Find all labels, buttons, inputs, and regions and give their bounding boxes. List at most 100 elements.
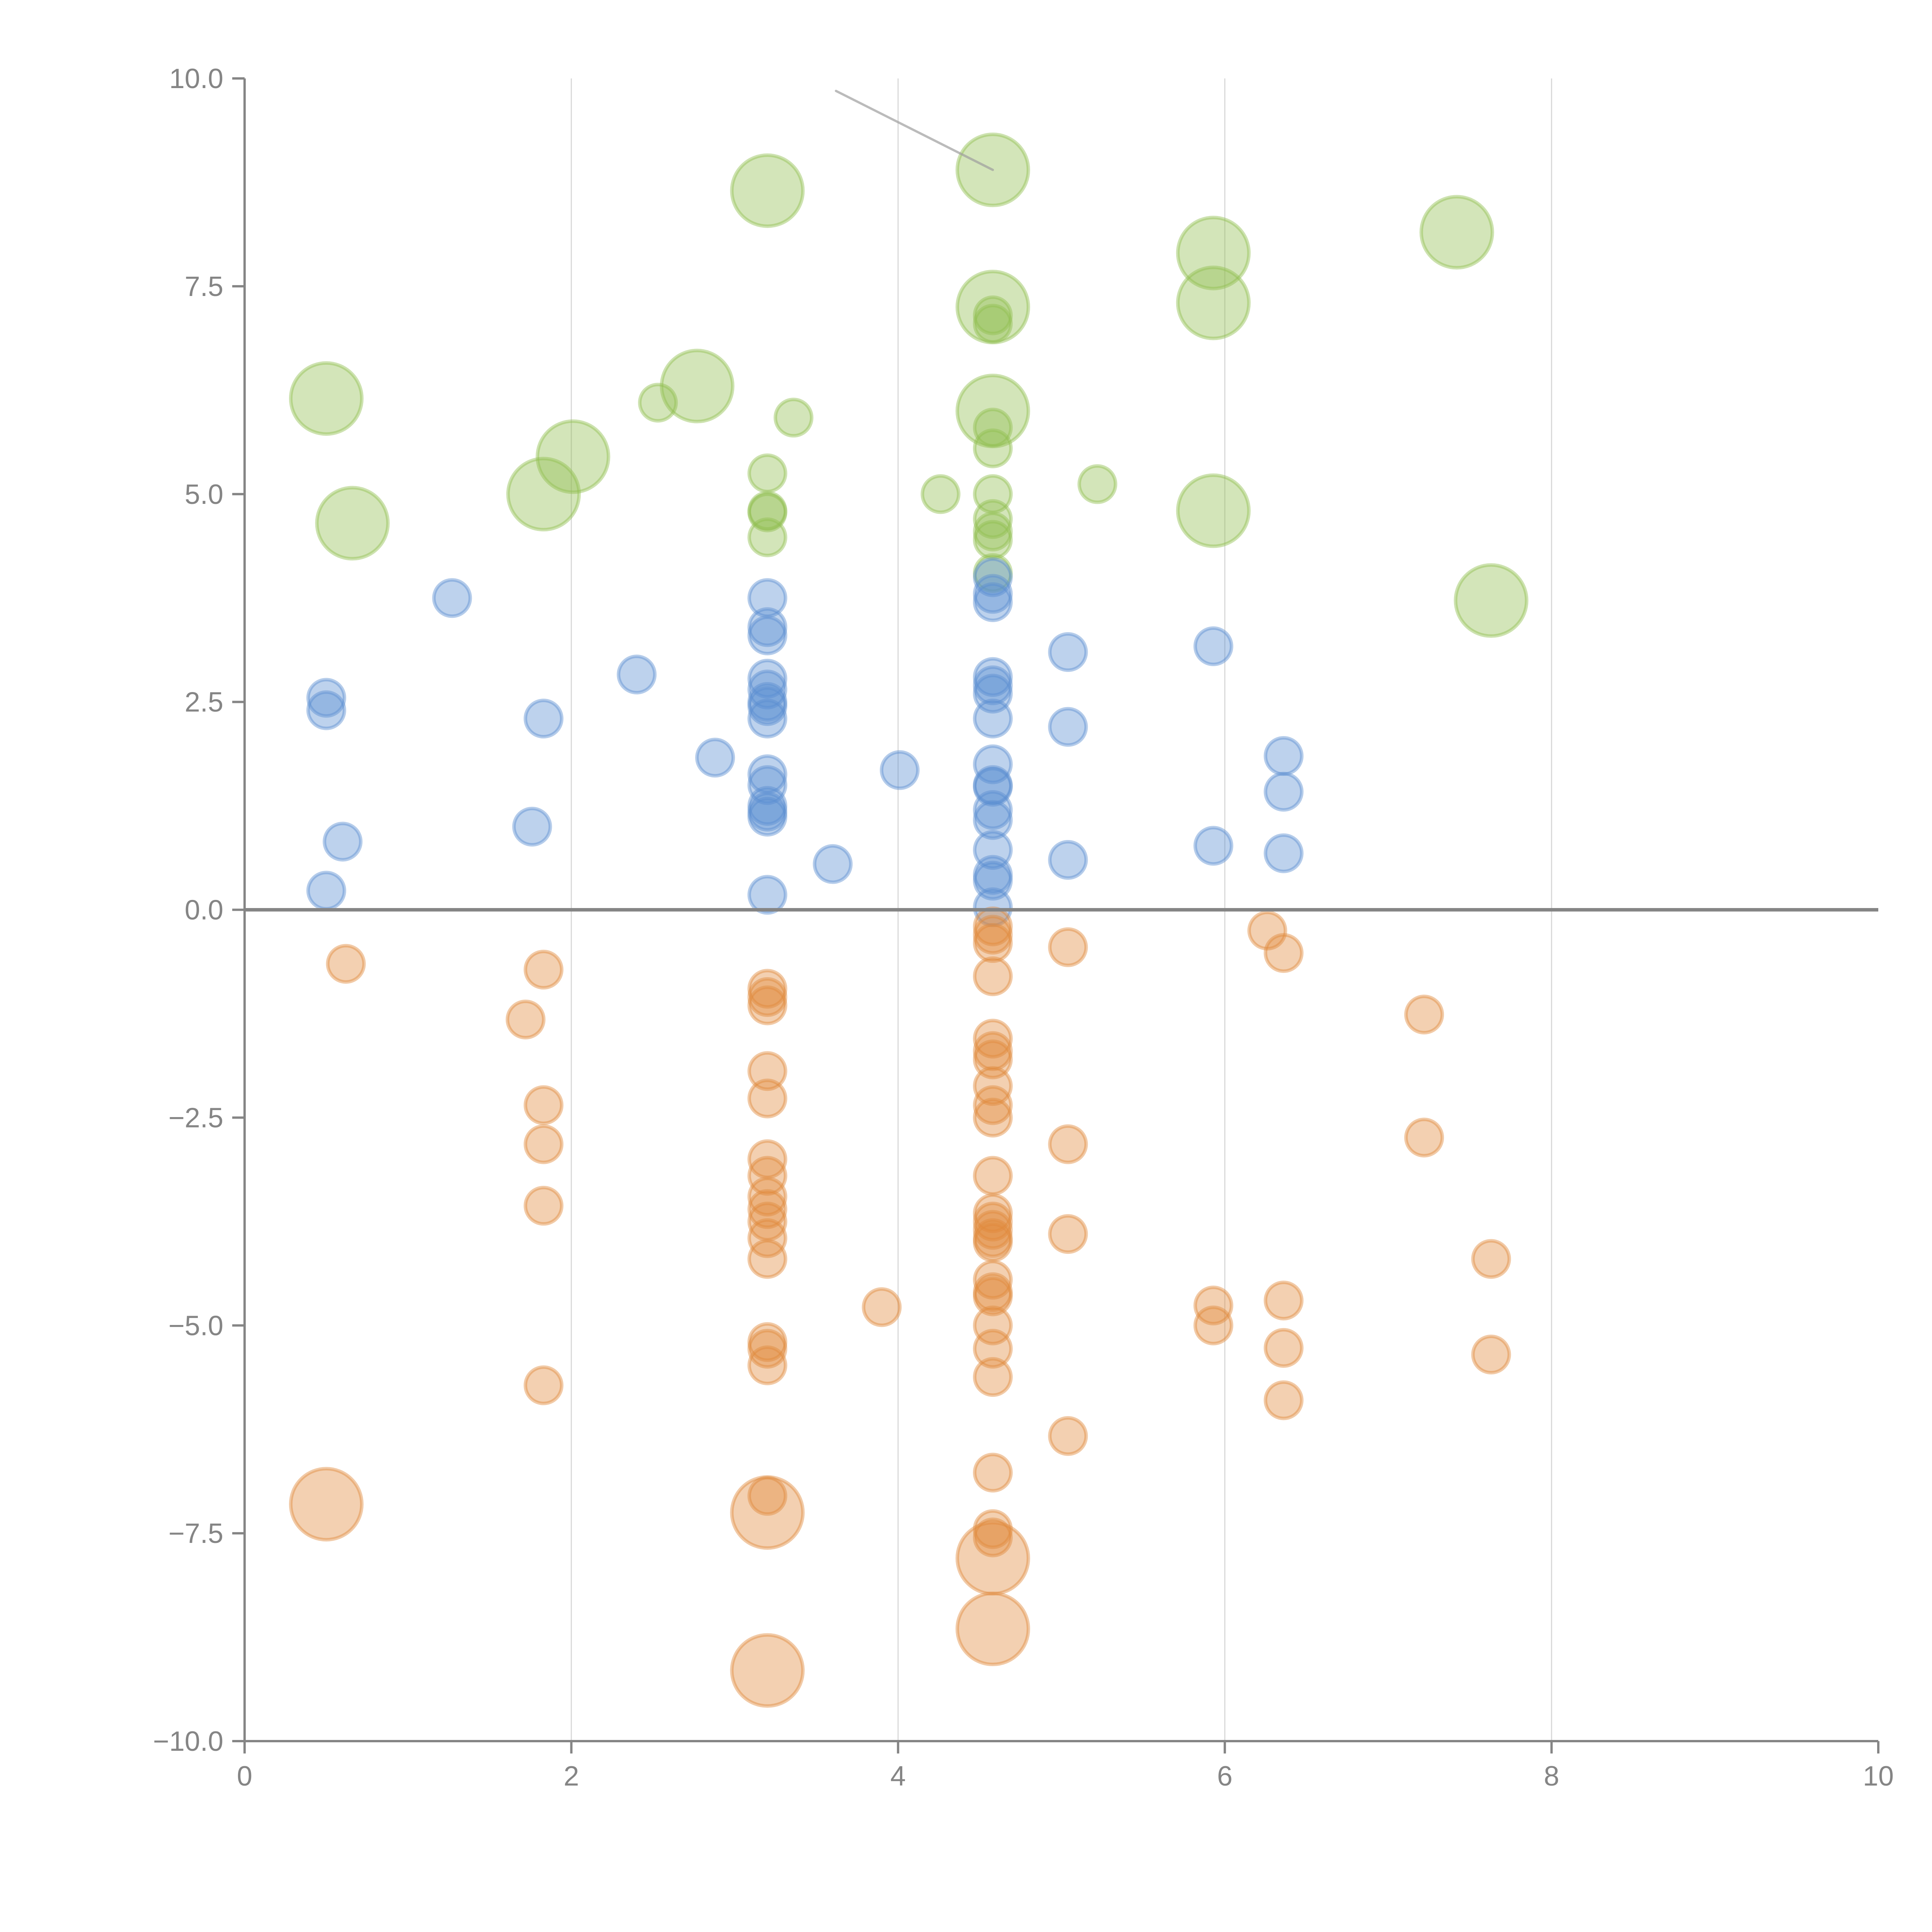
data-point [973, 582, 1013, 622]
data-point [973, 1305, 1013, 1345]
x-tick-label: 0 [237, 1761, 252, 1792]
data-point [973, 699, 1013, 739]
data-point [747, 1139, 787, 1179]
data-point [813, 844, 853, 884]
data-point [536, 419, 611, 494]
data-point [747, 491, 787, 531]
data-point [973, 1222, 1013, 1262]
y-tick-label: 10.0 [169, 63, 223, 94]
data-point [747, 1078, 787, 1119]
data-point [1048, 1124, 1088, 1164]
data-point [973, 665, 1013, 706]
data-point [747, 792, 787, 832]
data-point [747, 1218, 787, 1258]
data-point [973, 657, 1013, 697]
data-point [1264, 1328, 1304, 1368]
data-point [973, 499, 1013, 539]
data-point [973, 557, 1013, 597]
data-point [973, 1357, 1013, 1397]
data-point [973, 1210, 1013, 1250]
data-point [747, 1476, 787, 1516]
y-tick-label: 7.5 [185, 271, 223, 302]
y-tick-label: −7.5 [168, 1518, 223, 1549]
data-point [1264, 1281, 1304, 1321]
data-point [1077, 464, 1117, 504]
data-point [747, 1328, 787, 1369]
data-point [973, 1193, 1013, 1233]
data-point [747, 517, 787, 558]
data-point [1193, 826, 1233, 866]
data-point [432, 578, 472, 618]
data-point [747, 699, 787, 739]
data-point [747, 875, 787, 915]
data-point [973, 1066, 1013, 1106]
data-point [1176, 216, 1251, 291]
data-point [955, 270, 1030, 345]
data-point [747, 607, 787, 647]
axes: 10.0 7.5 5.0 2.5 0.0 −2.5 −5.0 −7.5 −10.0 0 2 4 6 8 10 [153, 63, 1894, 1792]
data-point [1176, 473, 1251, 548]
data-point [973, 574, 1013, 614]
data-point [955, 1592, 1030, 1667]
x-tick-label: 10 [1863, 1761, 1894, 1792]
series-orange [289, 906, 1511, 1708]
data-point [973, 408, 1013, 448]
data-point [326, 944, 366, 984]
data-point [973, 1452, 1013, 1493]
data-point [505, 999, 546, 1039]
data-point [747, 686, 787, 726]
data-point [1264, 772, 1304, 812]
data-point [920, 474, 961, 514]
data-point [747, 765, 787, 805]
data-point [747, 616, 787, 656]
data-point [1419, 195, 1494, 270]
y-tick-label: 5.0 [185, 479, 223, 510]
data-point [1264, 1380, 1304, 1420]
data-point [973, 295, 1013, 335]
data-point [617, 655, 657, 695]
data-point [973, 855, 1013, 895]
data-point [1048, 707, 1088, 747]
data-point [973, 830, 1013, 870]
data-point [747, 658, 787, 699]
y-tick-label: −10.0 [153, 1726, 223, 1757]
data-point [747, 453, 787, 493]
data-point [1193, 1305, 1233, 1345]
data-point [973, 1218, 1013, 1258]
data-point [1404, 995, 1444, 1035]
y-tick-label: 2.5 [185, 687, 223, 718]
data-point [289, 1467, 364, 1542]
data-point [973, 887, 1013, 927]
y-tick-label: −5.0 [168, 1310, 223, 1341]
data-point [973, 512, 1013, 552]
data-point [1454, 563, 1529, 638]
data-point [695, 738, 735, 778]
data-point [973, 474, 1013, 514]
data-point [747, 669, 787, 709]
data-points [289, 133, 1529, 1708]
data-point [1471, 1239, 1511, 1279]
data-point [1264, 833, 1304, 873]
y-tick-label: −2.5 [168, 1102, 223, 1133]
data-point [747, 786, 787, 826]
data-point [315, 486, 390, 561]
data-point [973, 428, 1013, 468]
data-point [973, 520, 1013, 560]
data-point [506, 457, 581, 532]
data-point [973, 1328, 1013, 1369]
data-point [323, 821, 363, 862]
data-point [1193, 626, 1233, 666]
data-point [524, 699, 564, 739]
x-tick-label: 4 [890, 1761, 906, 1792]
data-point [747, 797, 787, 837]
data-point [660, 349, 735, 423]
data-point [973, 861, 1013, 901]
data-point [774, 398, 814, 438]
data-point [747, 1156, 787, 1196]
data-point [1264, 933, 1304, 973]
data-point [747, 1322, 787, 1362]
data-point [747, 1051, 787, 1091]
data-point [973, 767, 1013, 807]
data-point [973, 1039, 1013, 1080]
data-point [747, 1201, 787, 1242]
